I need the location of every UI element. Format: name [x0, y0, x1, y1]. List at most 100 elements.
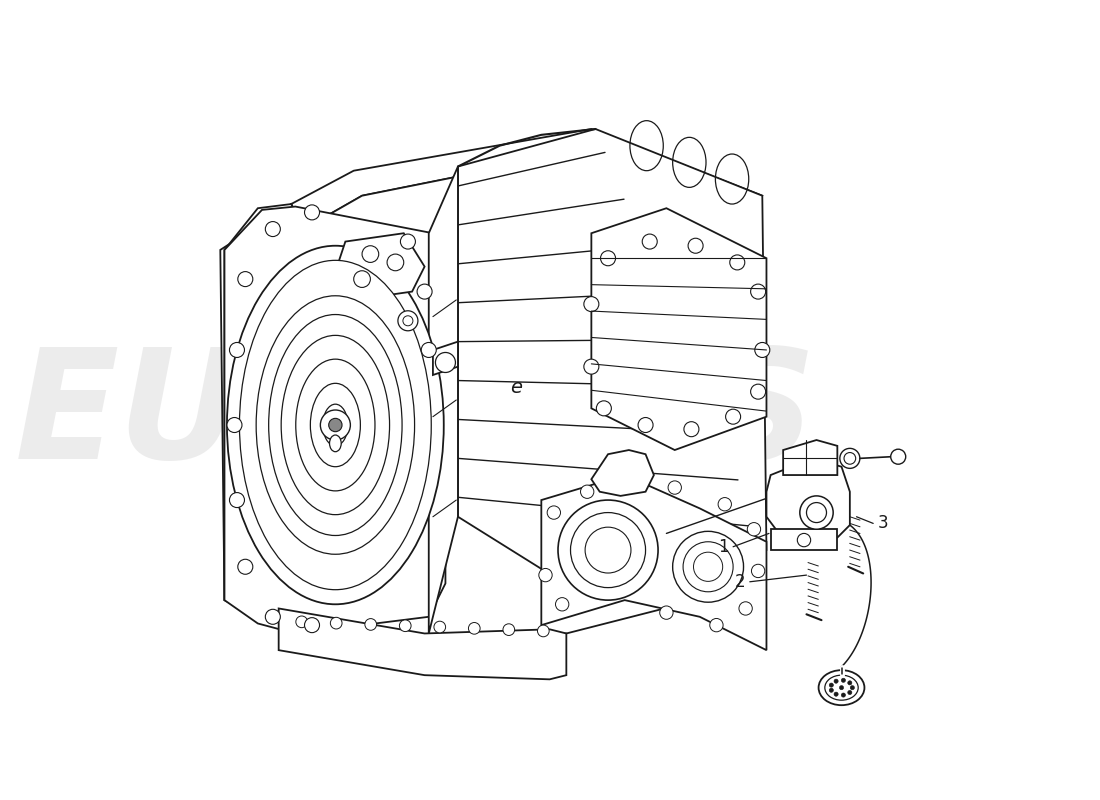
Circle shape [305, 618, 319, 633]
Circle shape [684, 422, 699, 437]
Circle shape [642, 234, 657, 249]
Circle shape [433, 622, 446, 633]
Circle shape [265, 222, 280, 237]
Circle shape [329, 418, 342, 432]
Circle shape [834, 692, 838, 696]
Polygon shape [771, 530, 837, 550]
Circle shape [305, 205, 319, 220]
Ellipse shape [825, 675, 858, 700]
Ellipse shape [571, 513, 646, 588]
Ellipse shape [296, 359, 375, 491]
Circle shape [238, 559, 253, 574]
Circle shape [626, 475, 640, 488]
Circle shape [399, 620, 411, 631]
Ellipse shape [323, 404, 348, 446]
Polygon shape [592, 208, 767, 450]
Circle shape [850, 686, 855, 690]
Ellipse shape [227, 246, 443, 604]
Circle shape [547, 506, 561, 519]
Circle shape [839, 448, 860, 468]
Circle shape [387, 254, 404, 270]
Ellipse shape [673, 531, 744, 602]
Polygon shape [224, 206, 446, 634]
Circle shape [848, 690, 851, 694]
Circle shape [403, 316, 412, 326]
Circle shape [800, 496, 833, 530]
Circle shape [238, 271, 253, 286]
Circle shape [421, 342, 437, 358]
Circle shape [834, 679, 838, 683]
Circle shape [503, 624, 515, 635]
Ellipse shape [229, 250, 437, 600]
Circle shape [842, 693, 846, 697]
Ellipse shape [585, 527, 631, 573]
Polygon shape [337, 234, 425, 296]
Circle shape [538, 625, 549, 637]
Circle shape [584, 359, 598, 374]
Circle shape [842, 678, 846, 682]
Polygon shape [767, 458, 850, 546]
Circle shape [398, 310, 418, 330]
Circle shape [354, 270, 371, 287]
Circle shape [230, 342, 244, 358]
Text: a passion since 1985: a passion since 1985 [223, 427, 593, 590]
Circle shape [806, 502, 826, 522]
Polygon shape [541, 475, 767, 650]
Ellipse shape [268, 314, 403, 535]
Circle shape [265, 610, 280, 624]
Ellipse shape [310, 383, 361, 466]
Text: 2: 2 [735, 573, 745, 590]
Circle shape [362, 246, 378, 262]
Text: EUROPES: EUROPES [15, 342, 817, 491]
Circle shape [891, 449, 905, 464]
Circle shape [747, 522, 760, 536]
Circle shape [596, 401, 612, 416]
Circle shape [320, 410, 351, 440]
Ellipse shape [683, 542, 733, 592]
Polygon shape [592, 450, 653, 496]
Polygon shape [433, 342, 458, 375]
Ellipse shape [693, 552, 723, 582]
Ellipse shape [818, 670, 865, 705]
Circle shape [750, 284, 766, 299]
Text: e: e [510, 378, 522, 397]
Circle shape [660, 606, 673, 619]
Circle shape [436, 353, 455, 373]
Circle shape [848, 681, 851, 685]
Circle shape [829, 683, 834, 687]
Polygon shape [292, 129, 762, 229]
Circle shape [844, 453, 856, 464]
Text: 1: 1 [718, 538, 728, 556]
Circle shape [469, 622, 480, 634]
Ellipse shape [282, 335, 389, 514]
Circle shape [330, 618, 342, 629]
Circle shape [689, 238, 703, 254]
Text: 3: 3 [878, 514, 889, 533]
Polygon shape [783, 440, 837, 475]
Circle shape [601, 250, 616, 266]
Polygon shape [458, 129, 767, 600]
Circle shape [750, 384, 766, 399]
Circle shape [230, 493, 244, 507]
Circle shape [718, 498, 732, 511]
Circle shape [710, 618, 723, 632]
Circle shape [296, 616, 308, 628]
Ellipse shape [256, 296, 415, 554]
Circle shape [584, 297, 598, 312]
Ellipse shape [240, 260, 431, 590]
Polygon shape [278, 609, 566, 679]
Circle shape [556, 598, 569, 611]
Circle shape [581, 485, 594, 498]
Polygon shape [220, 154, 762, 650]
Ellipse shape [330, 435, 341, 452]
Circle shape [755, 342, 770, 358]
Circle shape [739, 602, 752, 615]
Circle shape [539, 569, 552, 582]
Circle shape [726, 409, 740, 424]
Circle shape [638, 418, 653, 433]
Circle shape [829, 688, 834, 692]
Circle shape [751, 564, 764, 578]
Circle shape [365, 618, 376, 630]
Circle shape [417, 284, 432, 299]
Circle shape [400, 234, 416, 249]
